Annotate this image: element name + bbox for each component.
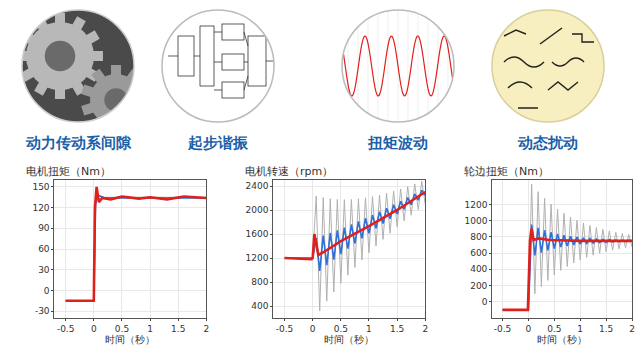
svg-text:2: 2 <box>629 324 635 334</box>
svg-text:1000: 1000 <box>464 216 487 226</box>
svg-text:1: 1 <box>577 324 583 334</box>
svg-text:2400: 2400 <box>246 181 269 191</box>
svg-text:0: 0 <box>310 324 316 334</box>
svg-text:1.5: 1.5 <box>390 324 404 334</box>
svg-text:轮边扭矩（Nm）: 轮边扭矩（Nm） <box>464 165 549 178</box>
svg-text:电机转速（rpm）: 电机转速（rpm） <box>245 165 333 178</box>
svg-text:2000: 2000 <box>246 205 269 215</box>
svg-text:1200: 1200 <box>464 200 487 210</box>
svg-text:2: 2 <box>204 324 210 334</box>
svg-text:0: 0 <box>44 286 50 296</box>
svg-text:时间（秒）: 时间（秒） <box>324 334 374 345</box>
svg-text:-0.5: -0.5 <box>494 324 512 334</box>
svg-text:0: 0 <box>526 324 532 334</box>
svg-text:1.5: 1.5 <box>171 324 185 334</box>
svg-text:1200: 1200 <box>246 253 269 263</box>
svg-text:电机扭矩（Nm）: 电机扭矩（Nm） <box>26 165 111 178</box>
svg-text:0.5: 0.5 <box>115 324 129 334</box>
svg-text:90: 90 <box>38 223 50 233</box>
svg-text:动态扰动: 动态扰动 <box>517 134 578 152</box>
svg-text:800: 800 <box>251 277 268 287</box>
svg-text:800: 800 <box>470 232 487 242</box>
svg-text:1: 1 <box>366 324 372 334</box>
svg-text:-0.5: -0.5 <box>276 324 294 334</box>
svg-text:400: 400 <box>251 301 268 311</box>
svg-text:时间（秒）: 时间（秒） <box>105 334 155 345</box>
svg-text:200: 200 <box>470 281 487 291</box>
svg-text:起步谐振: 起步谐振 <box>187 134 249 152</box>
svg-text:60: 60 <box>38 244 50 254</box>
svg-text:-0.5: -0.5 <box>57 324 75 334</box>
svg-text:0: 0 <box>482 297 488 307</box>
svg-text:0.5: 0.5 <box>547 324 561 334</box>
svg-text:150: 150 <box>32 182 49 192</box>
svg-text:1: 1 <box>147 324 153 334</box>
svg-text:0.5: 0.5 <box>334 324 348 334</box>
svg-text:1600: 1600 <box>246 229 269 239</box>
svg-text:2: 2 <box>422 324 428 334</box>
svg-text:时间（秒）: 时间（秒） <box>537 334 587 345</box>
svg-text:扭矩波动: 扭矩波动 <box>367 134 428 152</box>
svg-text:-30: -30 <box>35 306 50 316</box>
svg-text:1.5: 1.5 <box>599 324 613 334</box>
svg-text:120: 120 <box>32 203 49 213</box>
svg-text:600: 600 <box>470 248 487 258</box>
svg-text:400: 400 <box>470 264 487 274</box>
svg-text:动力传动系间隙: 动力传动系间隙 <box>25 134 132 152</box>
svg-text:30: 30 <box>38 265 50 275</box>
svg-text:0: 0 <box>91 324 97 334</box>
